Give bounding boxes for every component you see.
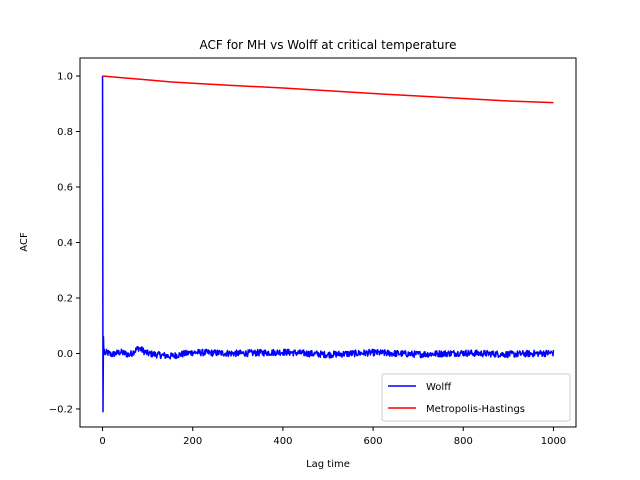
x-tick-label: 1000 bbox=[541, 436, 566, 447]
x-tick-label: 600 bbox=[364, 436, 383, 447]
series-line-metropolis-hastings bbox=[102, 75, 554, 104]
x-tick-label: 800 bbox=[454, 436, 473, 447]
y-axis-label: ACF bbox=[19, 232, 30, 252]
series-line-wolff bbox=[101, 76, 555, 413]
plot-area bbox=[101, 75, 555, 413]
y-tick-label: 0.2 bbox=[57, 293, 73, 304]
legend-label: Wolff bbox=[426, 382, 452, 393]
x-axis: 0 200 400 600 800 1000 bbox=[99, 427, 566, 447]
y-tick-label: 1.0 bbox=[57, 72, 73, 83]
y-tick-label: 0.4 bbox=[57, 238, 73, 249]
y-tick-label: −0.2 bbox=[49, 404, 73, 415]
x-axis-label: Lag time bbox=[306, 459, 350, 470]
y-tick-label: 0.8 bbox=[57, 127, 73, 138]
x-tick-label: 200 bbox=[183, 436, 202, 447]
x-tick-label: 0 bbox=[99, 436, 105, 447]
chart-title: ACF for MH vs Wolff at critical temperat… bbox=[200, 38, 457, 52]
legend: Wolff Metropolis-Hastings bbox=[381, 373, 571, 422]
y-tick-label: 0.6 bbox=[57, 183, 73, 194]
x-tick-label: 400 bbox=[273, 436, 292, 447]
y-axis: −0.2 0.0 0.2 0.4 0.6 0.8 1.0 bbox=[49, 72, 80, 415]
legend-box bbox=[381, 373, 571, 422]
y-tick-label: 0.0 bbox=[57, 349, 73, 360]
legend-label: Metropolis-Hastings bbox=[426, 404, 525, 415]
